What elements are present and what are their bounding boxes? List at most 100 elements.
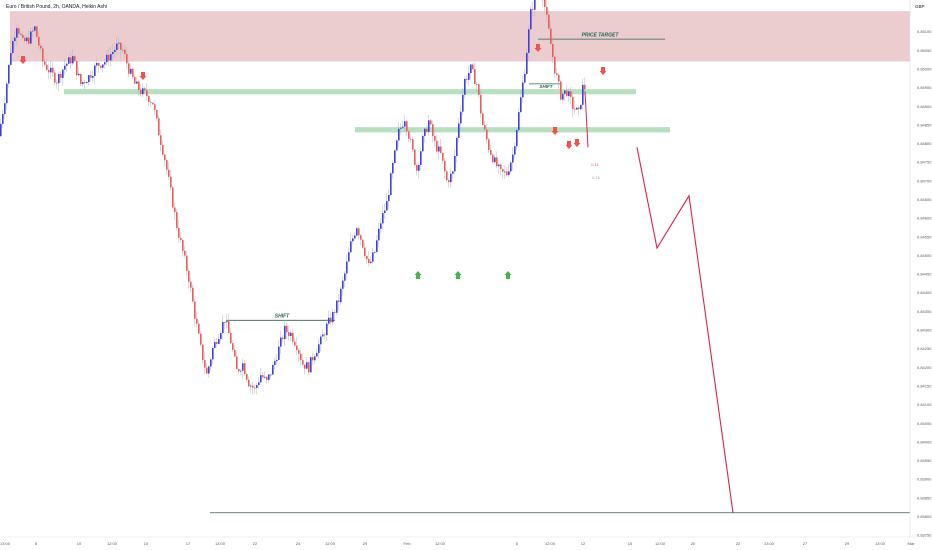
candle-bull xyxy=(468,73,470,80)
candle-bull xyxy=(516,130,518,147)
candle-bear xyxy=(44,61,46,65)
candle-bull xyxy=(374,251,376,253)
candle-bear xyxy=(174,207,176,213)
candle-bull xyxy=(528,29,530,53)
annotation-shift-2: SHIFT xyxy=(540,84,554,89)
candle-bull xyxy=(328,317,330,324)
candle-bull xyxy=(110,54,112,61)
candle-bear xyxy=(22,34,24,38)
time-tick-label: 10 xyxy=(77,541,82,546)
candle-bull xyxy=(316,352,318,357)
candle-bear xyxy=(198,323,200,334)
sell-arrow xyxy=(565,141,573,149)
candle-bear xyxy=(500,164,502,170)
candle-bull xyxy=(510,162,512,172)
candle-bear xyxy=(416,164,418,171)
candle-bull xyxy=(518,112,520,131)
candle-bull xyxy=(276,359,278,362)
time-tick-label: 17 xyxy=(186,541,191,546)
candle-bull xyxy=(96,62,98,66)
candle-bull xyxy=(390,173,392,196)
candle-bull xyxy=(326,323,328,336)
annotation-label-b: 0.76 xyxy=(592,175,601,180)
candle-bull xyxy=(6,83,8,104)
candle-bear xyxy=(18,28,20,34)
candle-bull xyxy=(372,252,374,262)
candle-bull xyxy=(470,64,472,74)
time-tick-label: 12:00 xyxy=(325,541,336,546)
support-zone-lower xyxy=(355,127,670,133)
candle-bull xyxy=(284,325,286,340)
candle-bear xyxy=(446,171,448,181)
candle-bull xyxy=(340,288,342,303)
candle-bear xyxy=(128,63,130,74)
candle-bear xyxy=(484,125,486,130)
candle-bear xyxy=(224,322,226,323)
time-tick-label: 12 xyxy=(581,541,586,546)
sell-arrow xyxy=(551,127,559,135)
price-tick-label: 0.84950 xyxy=(917,85,932,90)
candle-bear xyxy=(308,362,310,373)
candle-bull xyxy=(256,385,258,388)
candle-bull xyxy=(34,26,36,31)
candle-bull xyxy=(268,374,270,380)
candle-bull xyxy=(208,366,210,374)
candle-bull xyxy=(62,69,64,78)
candle-bull xyxy=(344,273,346,281)
price-tick-label: 0.83800 xyxy=(917,514,932,519)
candle-bull xyxy=(456,137,458,156)
candle-bull xyxy=(348,252,350,262)
candle-bear xyxy=(178,227,180,238)
candle-bear xyxy=(238,369,240,372)
candle-bear xyxy=(436,140,438,152)
candle-bull xyxy=(58,73,60,84)
candle-bull xyxy=(384,210,386,214)
candle-bull xyxy=(498,164,500,167)
candle-bull xyxy=(522,82,524,98)
price-tick-label: 0.84150 xyxy=(917,383,932,388)
plot-area xyxy=(0,0,910,537)
price-tick-label: 0.84550 xyxy=(917,234,932,239)
candle-bear xyxy=(362,239,364,248)
candle-bear xyxy=(282,337,284,340)
candle-bull xyxy=(10,53,12,65)
candle-bear xyxy=(444,160,446,172)
candle-bull xyxy=(8,64,10,84)
candle-bull xyxy=(14,37,16,42)
candle-bear xyxy=(492,154,494,163)
candle-bear xyxy=(182,239,184,251)
candle-bull xyxy=(66,63,68,66)
candle-bear xyxy=(108,54,110,61)
time-tick-label: 20 xyxy=(691,541,696,546)
sell-arrow xyxy=(534,44,542,52)
candle-bear xyxy=(298,350,300,354)
candle-bull xyxy=(222,322,224,334)
time-tick-label: 12:00 xyxy=(655,541,666,546)
sell-arrow xyxy=(19,56,27,64)
candle-bull xyxy=(376,240,378,252)
projection-path xyxy=(636,147,734,513)
candle-bear xyxy=(334,312,336,313)
candle-bear xyxy=(76,60,78,76)
price-tick-label: 0.84700 xyxy=(917,178,932,183)
candle-bear xyxy=(160,135,162,145)
candle-bear xyxy=(302,360,304,365)
candle-bear xyxy=(574,108,576,110)
candle-bull xyxy=(458,123,460,138)
candle-bull xyxy=(464,78,466,95)
price-tick-label: 0.85100 xyxy=(917,29,932,34)
candle-bear xyxy=(228,321,230,334)
price-tick-label: 0.84350 xyxy=(917,309,932,314)
candle-bear xyxy=(204,360,206,368)
candle-bear xyxy=(166,160,168,170)
time-tick-label: 13:00 xyxy=(0,541,11,546)
candle-bear xyxy=(430,120,432,125)
candle-bear xyxy=(56,82,58,84)
candle-bull xyxy=(494,157,496,163)
candle-bull xyxy=(250,385,252,387)
candle-bear xyxy=(296,345,298,351)
candle-bear xyxy=(506,171,508,175)
candle-bull xyxy=(136,81,138,84)
